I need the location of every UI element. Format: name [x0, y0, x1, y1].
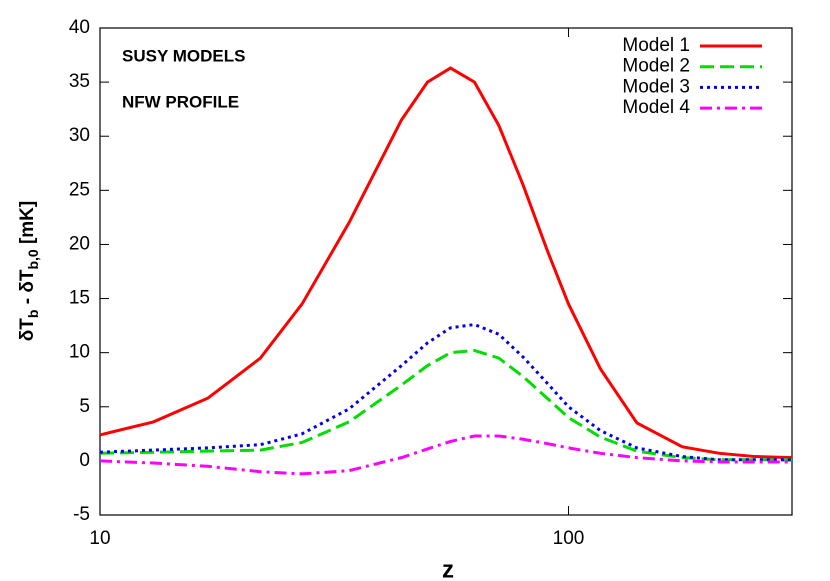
series-line: [99, 434, 792, 476]
y-label-part: - δT: [17, 269, 38, 309]
x-axis-label: z: [442, 556, 454, 581]
y-tick-label: 0: [79, 450, 90, 471]
x-tick-label: 10: [89, 528, 110, 549]
annotation: NFW PROFILE: [122, 92, 239, 111]
y-axis-label: δTb - δTb,0 [mK]: [17, 201, 41, 342]
series-line: [99, 322, 792, 462]
annotation: SUSY MODELS: [122, 46, 245, 65]
y-tick-label: 5: [79, 396, 90, 417]
y-tick-label: 10: [69, 342, 90, 363]
legend-label: Model 1: [622, 35, 690, 56]
y-tick-label: 20: [69, 233, 90, 254]
y-label-part: b: [25, 310, 41, 319]
y-tick-label: 35: [69, 71, 90, 92]
y-label-part: b,0: [25, 249, 41, 269]
y-tick-label: 40: [69, 17, 90, 38]
legend-label: Model 2: [622, 56, 690, 77]
y-tick-label: 15: [69, 288, 90, 309]
series-line: [99, 348, 792, 462]
y-label-part: δT: [17, 318, 38, 342]
x-tick-label: 100: [553, 528, 585, 549]
plot-frame: [99, 27, 793, 516]
legend-label: Model 4: [622, 97, 690, 118]
y-tick-label: 30: [69, 125, 90, 146]
y-tick-label: 25: [69, 179, 90, 200]
y-label-part: [mK]: [17, 201, 38, 250]
legend-label: Model 3: [622, 76, 690, 97]
series-line: [99, 66, 793, 460]
y-tick-label: -5: [73, 504, 90, 525]
